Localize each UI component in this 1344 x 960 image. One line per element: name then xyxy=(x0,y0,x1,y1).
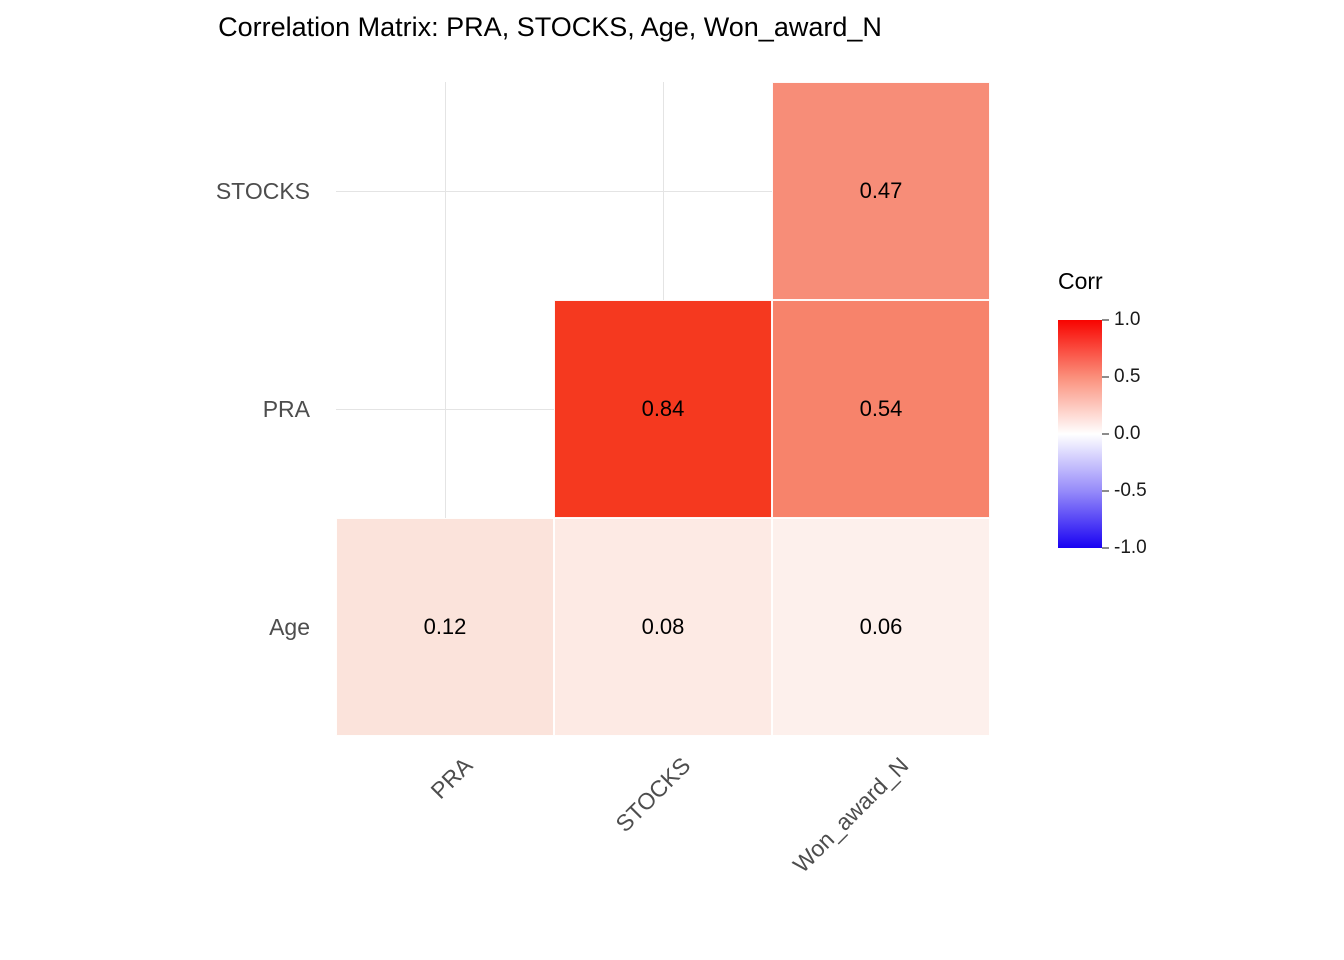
legend-tick-mark xyxy=(1102,547,1109,549)
legend-tick-label: -0.5 xyxy=(1114,480,1147,501)
heatmap-cell: 0.47 xyxy=(772,82,990,300)
heatmap-cell: 0.08 xyxy=(554,518,772,736)
chart-title: Correlation Matrix: PRA, STOCKS, Age, Wo… xyxy=(218,12,882,42)
heatmap-cell: 0.06 xyxy=(772,518,990,736)
cell-value: 0.84 xyxy=(641,396,685,421)
x-axis-label: PRA xyxy=(425,752,478,804)
legend-title: Corr xyxy=(1058,268,1103,294)
legend-tick-label: 0.5 xyxy=(1114,366,1141,387)
cell-value: 0.12 xyxy=(423,614,467,639)
heatmap-cell: 0.84 xyxy=(554,300,772,518)
x-axis-label: STOCKS xyxy=(610,752,696,837)
legend-tick-label: 1.0 xyxy=(1114,309,1141,330)
heatmap-panel: 0.47 0.84 0.54 0.12 0.08 0.06 xyxy=(336,82,990,736)
y-axis-label: Age xyxy=(269,614,310,640)
legend-tick-mark xyxy=(1102,490,1109,492)
cell-value: 0.06 xyxy=(859,614,903,639)
y-axis-label: PRA xyxy=(262,396,310,422)
heatmap-cell: 0.12 xyxy=(336,518,554,736)
y-axis-label: STOCKS xyxy=(215,178,310,204)
heatmap-cell: 0.54 xyxy=(772,300,990,518)
cell-value: 0.08 xyxy=(641,614,685,639)
legend-tick-mark xyxy=(1102,376,1109,378)
legend-tick-label: -1.0 xyxy=(1114,537,1147,558)
legend-tick-mark xyxy=(1102,433,1109,435)
x-axis-label: Won_award_N xyxy=(787,752,914,878)
legend-tick-label: 0.0 xyxy=(1114,423,1141,444)
legend-tick-mark xyxy=(1102,319,1109,321)
cell-value: 0.47 xyxy=(859,178,903,203)
legend-colorbar xyxy=(1058,320,1102,548)
cell-value: 0.54 xyxy=(859,396,903,421)
